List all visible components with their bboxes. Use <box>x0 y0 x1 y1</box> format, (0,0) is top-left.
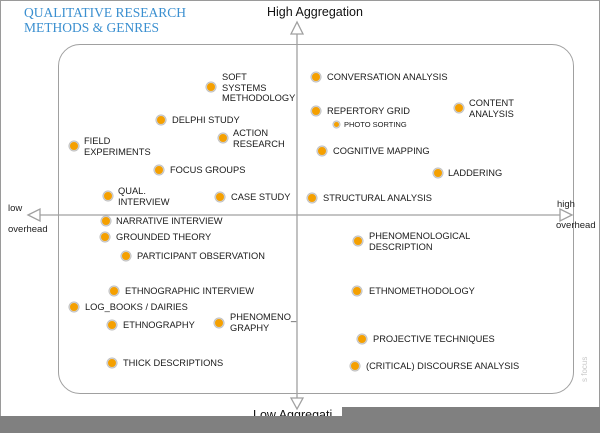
method-label: THICK DESCRIPTIONS <box>123 358 224 368</box>
method-label: LADDERING <box>448 168 503 178</box>
axis-label-high: high <box>557 199 575 210</box>
method-label: PHENOMENO_ GRAPHY <box>230 312 297 333</box>
method-label: ACTION RESEARCH <box>233 128 285 149</box>
method-dot <box>106 357 117 368</box>
method-label: (CRITICAL) DISCOURSE ANALYSIS <box>366 361 520 371</box>
method-label: LOG_BOOKS / DAIRIES <box>85 302 188 312</box>
method-dot <box>432 167 443 178</box>
axis-label-high-overhead: overhead <box>556 220 596 231</box>
method-dot <box>349 360 360 371</box>
method-dot <box>332 120 340 128</box>
method-dot <box>214 191 225 202</box>
method-dot <box>316 145 327 156</box>
method-dot <box>356 333 367 344</box>
method-label: CONTENT ANALYSIS <box>469 98 514 119</box>
method-dot <box>213 317 224 328</box>
diagram-title: QUALITATIVE RESEARCH METHODS & GENRES <box>24 5 186 35</box>
arrow-right-icon <box>559 207 574 223</box>
method-dot <box>352 235 363 246</box>
method-label: ETHNOGRAPHIC INTERVIEW <box>125 286 254 296</box>
method-dot <box>68 301 79 312</box>
method-dot <box>102 190 113 201</box>
method-label: FIELD EXPERIMENTS <box>84 136 151 157</box>
method-label: NARRATIVE INTERVIEW <box>116 216 223 226</box>
method-dot <box>205 81 216 92</box>
side-caption: s focus <box>580 356 589 382</box>
method-label: REPERTORY GRID <box>327 106 411 116</box>
method-dot <box>99 231 110 242</box>
title-line-2: METHODS & GENRES <box>24 20 160 35</box>
method-label: ETHNOGRAPHY <box>123 320 195 330</box>
method-dot <box>310 105 321 116</box>
method-label: DELPHI STUDY <box>172 115 240 125</box>
method-dot <box>217 132 228 143</box>
arrow-down-icon <box>289 397 305 411</box>
overlay-gray-bar <box>0 416 600 433</box>
arrow-left-icon <box>26 207 41 223</box>
method-label: PARTICIPANT OBSERVATION <box>137 251 265 261</box>
quadrant-box <box>58 44 574 394</box>
method-label: GROUNDED THEORY <box>116 232 212 242</box>
axis-label-high-aggregation: High Aggregation <box>267 5 363 19</box>
axis-label-low-overhead: overhead <box>8 224 48 235</box>
method-label: PROJECTIVE TECHNIQUES <box>373 334 495 344</box>
arrow-up-icon <box>289 20 305 35</box>
method-label: PHOTO SORTING <box>344 120 407 129</box>
method-label: CONVERSATION ANALYSIS <box>327 72 448 82</box>
method-dot <box>153 164 164 175</box>
axis-label-low: low <box>8 203 23 214</box>
method-dot <box>68 140 79 151</box>
method-label: QUAL. INTERVIEW <box>118 186 170 207</box>
method-dot <box>108 285 119 296</box>
method-dot <box>310 71 321 82</box>
method-label: PHENOMENOLOGICAL DESCRIPTION <box>369 231 471 252</box>
method-label: SOFT SYSTEMS METHODOLOGY <box>222 72 296 103</box>
method-dot <box>453 102 464 113</box>
method-dot <box>351 285 362 296</box>
method-dot <box>106 319 117 330</box>
method-dot <box>155 114 166 125</box>
method-label: STRUCTURAL ANALYSIS <box>323 193 433 203</box>
method-dot <box>120 250 131 261</box>
title-line-1: QUALITATIVE RESEARCH <box>24 5 187 20</box>
method-label: FOCUS GROUPS <box>170 165 246 175</box>
method-dot <box>306 192 317 203</box>
method-label: ETHNOMETHODOLOGY <box>369 286 475 296</box>
method-label: COGNITIVE MAPPING <box>333 146 430 156</box>
method-dot <box>100 215 111 226</box>
method-label: CASE STUDY <box>231 192 291 202</box>
